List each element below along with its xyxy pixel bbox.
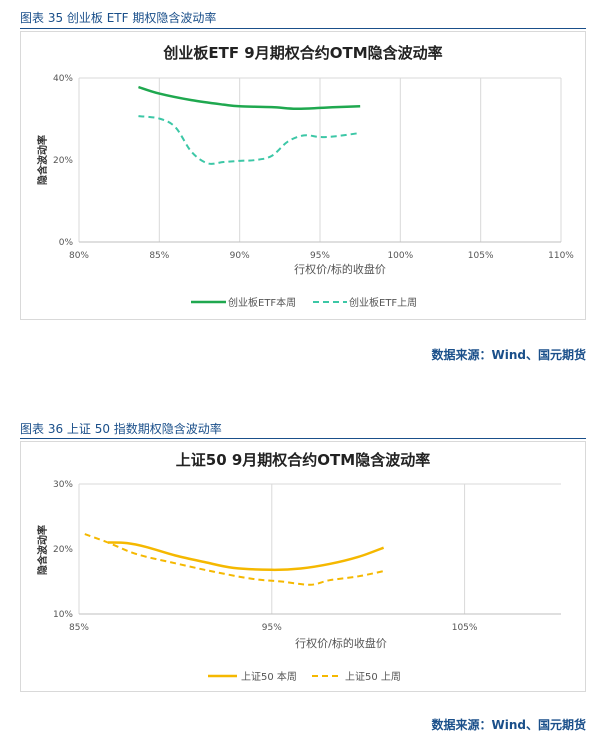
legend-label-last-week: 上证50 上周 [345,671,401,683]
legend-label-this-week: 创业板ETF本周 [228,296,296,309]
y-axis-label: 隐含波动率 [36,135,49,185]
series-line-last-week [84,533,384,586]
x-axis-label: 行权价/标的收盘价 [295,636,387,650]
legend-label-last-week: 创业板ETF上周 [349,296,417,309]
x-tick-label: 100% [387,251,413,261]
x-tick-label: 85% [69,623,89,633]
figure-caption-35: 图表 35 创业板 ETF 期权隐含波动率 [20,11,217,25]
caption-rule [20,28,586,29]
x-tick-label: 85% [149,251,169,261]
y-axis-label: 隐含波动率 [36,525,49,575]
chart-panel-chinext-etf: 创业板ETF 9月期权合约OTM隐含波动率 隐含波动率 行权价/标的收盘价 80… [20,31,586,320]
y-tick-label: 30% [53,480,73,490]
x-tick-label: 90% [230,251,250,261]
series-line-this-week [107,541,385,572]
legend-label-this-week: 上证50 本周 [241,670,297,683]
figure-caption-36: 图表 36 上证 50 指数期权隐含波动率 [20,422,222,436]
chart-title: 创业板ETF 9月期权合约OTM隐含波动率 [162,44,442,62]
x-tick-label: 95% [310,251,330,261]
x-tick-label: 95% [262,623,282,633]
y-tick-label: 10% [53,610,73,620]
x-tick-label: 105% [468,251,494,261]
x-axis-label: 行权价/标的收盘价 [294,262,386,276]
series-line-last-week [138,115,361,165]
chart-title: 上证50 9月期权合约OTM隐含波动率 [176,451,430,469]
caption-rule [20,438,586,439]
chart-legend: 创业板ETF本周 创业板ETF上周 [191,296,417,309]
series-line-this-week [138,85,361,111]
y-tick-label: 0% [59,238,74,248]
chart-panel-sse50: 上证50 9月期权合约OTM隐含波动率 隐含波动率 行权价/标的收盘价 85% 9… [20,441,586,692]
x-tick-label: 110% [548,251,574,261]
y-tick-label: 20% [53,156,73,166]
chart-chinext-etf-svg: 创业板ETF 9月期权合约OTM隐含波动率 隐含波动率 行权价/标的收盘价 80… [36,44,574,309]
data-source-note: 数据来源：Wind、国元期货 [431,348,586,362]
x-tick-label: 80% [69,251,89,261]
y-tick-label: 40% [53,74,73,84]
chart-sse50-svg: 上证50 9月期权合约OTM隐含波动率 隐含波动率 行权价/标的收盘价 85% 9… [36,451,561,683]
chart-legend: 上证50 本周 上证50 上周 [208,670,401,683]
data-source-note: 数据来源：Wind、国元期货 [431,718,586,732]
x-tick-label: 105% [452,623,478,633]
y-tick-label: 20% [53,545,73,555]
